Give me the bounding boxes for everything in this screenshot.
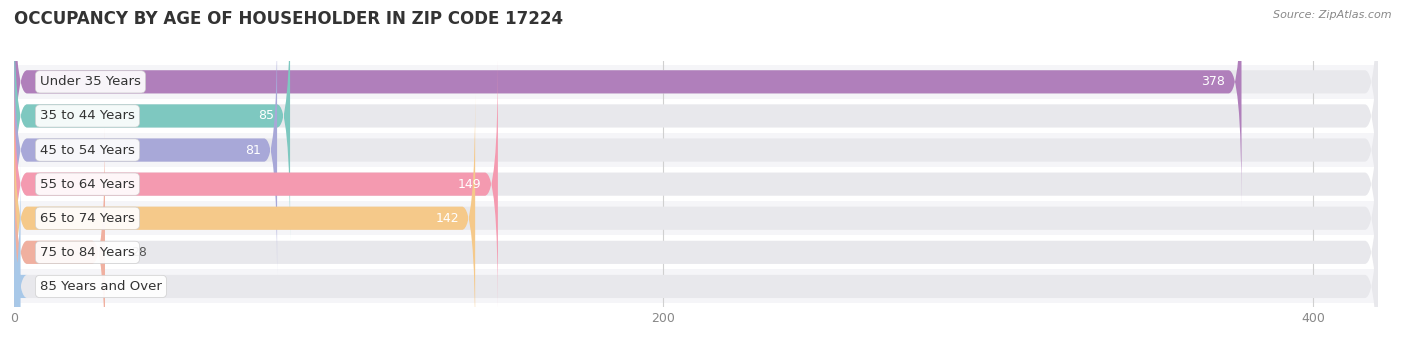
Text: 28: 28: [131, 246, 146, 259]
Text: 81: 81: [245, 144, 262, 157]
FancyBboxPatch shape: [14, 25, 277, 275]
Text: 45 to 54 Years: 45 to 54 Years: [39, 144, 135, 157]
FancyBboxPatch shape: [14, 93, 475, 341]
Bar: [14, 167, 1378, 201]
FancyBboxPatch shape: [14, 0, 1378, 241]
Text: 2: 2: [46, 280, 55, 293]
Text: 85 Years and Over: 85 Years and Over: [39, 280, 162, 293]
Bar: [14, 201, 1378, 235]
Text: 142: 142: [436, 212, 458, 225]
Bar: [14, 269, 1378, 303]
FancyBboxPatch shape: [14, 162, 1378, 341]
FancyBboxPatch shape: [14, 59, 1378, 309]
Bar: [14, 65, 1378, 99]
FancyBboxPatch shape: [14, 128, 105, 341]
Text: Under 35 Years: Under 35 Years: [39, 75, 141, 88]
FancyBboxPatch shape: [14, 0, 1241, 207]
Bar: [14, 235, 1378, 269]
Text: 85: 85: [257, 109, 274, 122]
FancyBboxPatch shape: [14, 128, 1378, 341]
Text: Source: ZipAtlas.com: Source: ZipAtlas.com: [1274, 10, 1392, 20]
Text: 65 to 74 Years: 65 to 74 Years: [39, 212, 135, 225]
FancyBboxPatch shape: [14, 93, 1378, 341]
FancyBboxPatch shape: [14, 0, 290, 241]
Text: 378: 378: [1201, 75, 1225, 88]
FancyBboxPatch shape: [14, 0, 1378, 207]
Bar: [14, 99, 1378, 133]
FancyBboxPatch shape: [7, 162, 27, 341]
Text: 55 to 64 Years: 55 to 64 Years: [39, 178, 135, 191]
Text: 149: 149: [458, 178, 482, 191]
Text: 75 to 84 Years: 75 to 84 Years: [39, 246, 135, 259]
FancyBboxPatch shape: [14, 25, 1378, 275]
Text: OCCUPANCY BY AGE OF HOUSEHOLDER IN ZIP CODE 17224: OCCUPANCY BY AGE OF HOUSEHOLDER IN ZIP C…: [14, 10, 564, 28]
Text: 35 to 44 Years: 35 to 44 Years: [39, 109, 135, 122]
FancyBboxPatch shape: [14, 59, 498, 309]
Bar: [14, 133, 1378, 167]
